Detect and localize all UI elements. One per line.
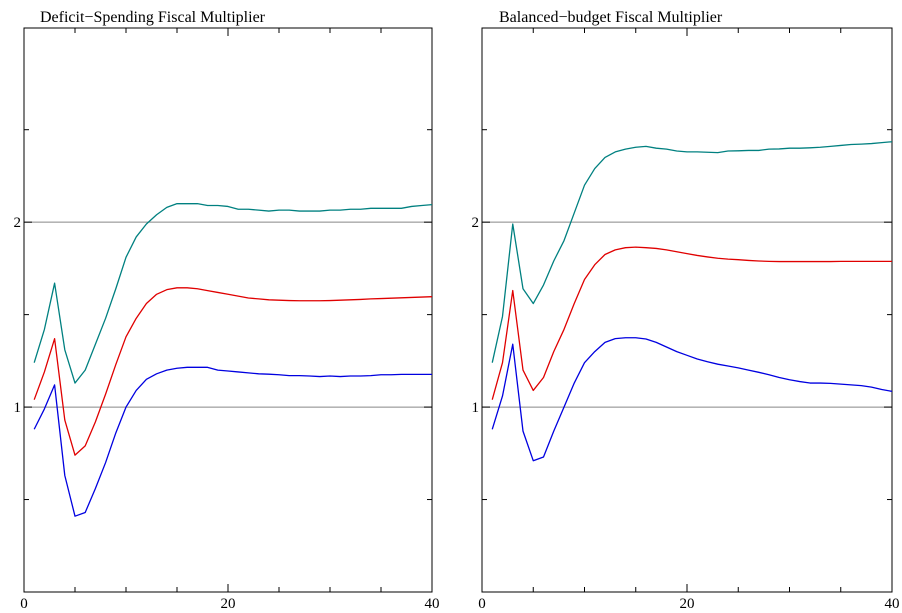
x-tick-label: 0	[478, 596, 486, 612]
series-line	[33, 366, 432, 517]
chart-panel-deficit-spending: Deficit−Spending Fiscal Multiplier 120 20…	[14, 9, 440, 612]
chart-title: Deficit−Spending Fiscal Multiplier	[40, 9, 266, 26]
plot-frame	[23, 27, 433, 593]
series-line	[491, 141, 893, 363]
x-tick-label: 20	[680, 596, 695, 612]
y-tick-label: 1	[14, 400, 22, 416]
y-tick-label: 1	[472, 400, 480, 416]
series-line	[33, 287, 433, 456]
x-tick-label: 0	[20, 596, 28, 612]
chart-title: Balanced−budget Fiscal Multiplier	[499, 9, 723, 26]
y-tick-label: 2	[472, 215, 480, 231]
series-line	[33, 203, 433, 384]
x-tick-label: 40	[885, 596, 900, 612]
series-line	[491, 337, 893, 462]
series-line	[491, 246, 892, 400]
y-tick-label: 2	[14, 215, 22, 231]
x-tick-label: 40	[425, 596, 440, 612]
plot-frame	[481, 27, 893, 593]
x-tick-label: 20	[221, 596, 236, 612]
chart-panel-balanced-budget: Balanced−budget Fiscal Multiplier 120 20 4…	[472, 9, 900, 612]
